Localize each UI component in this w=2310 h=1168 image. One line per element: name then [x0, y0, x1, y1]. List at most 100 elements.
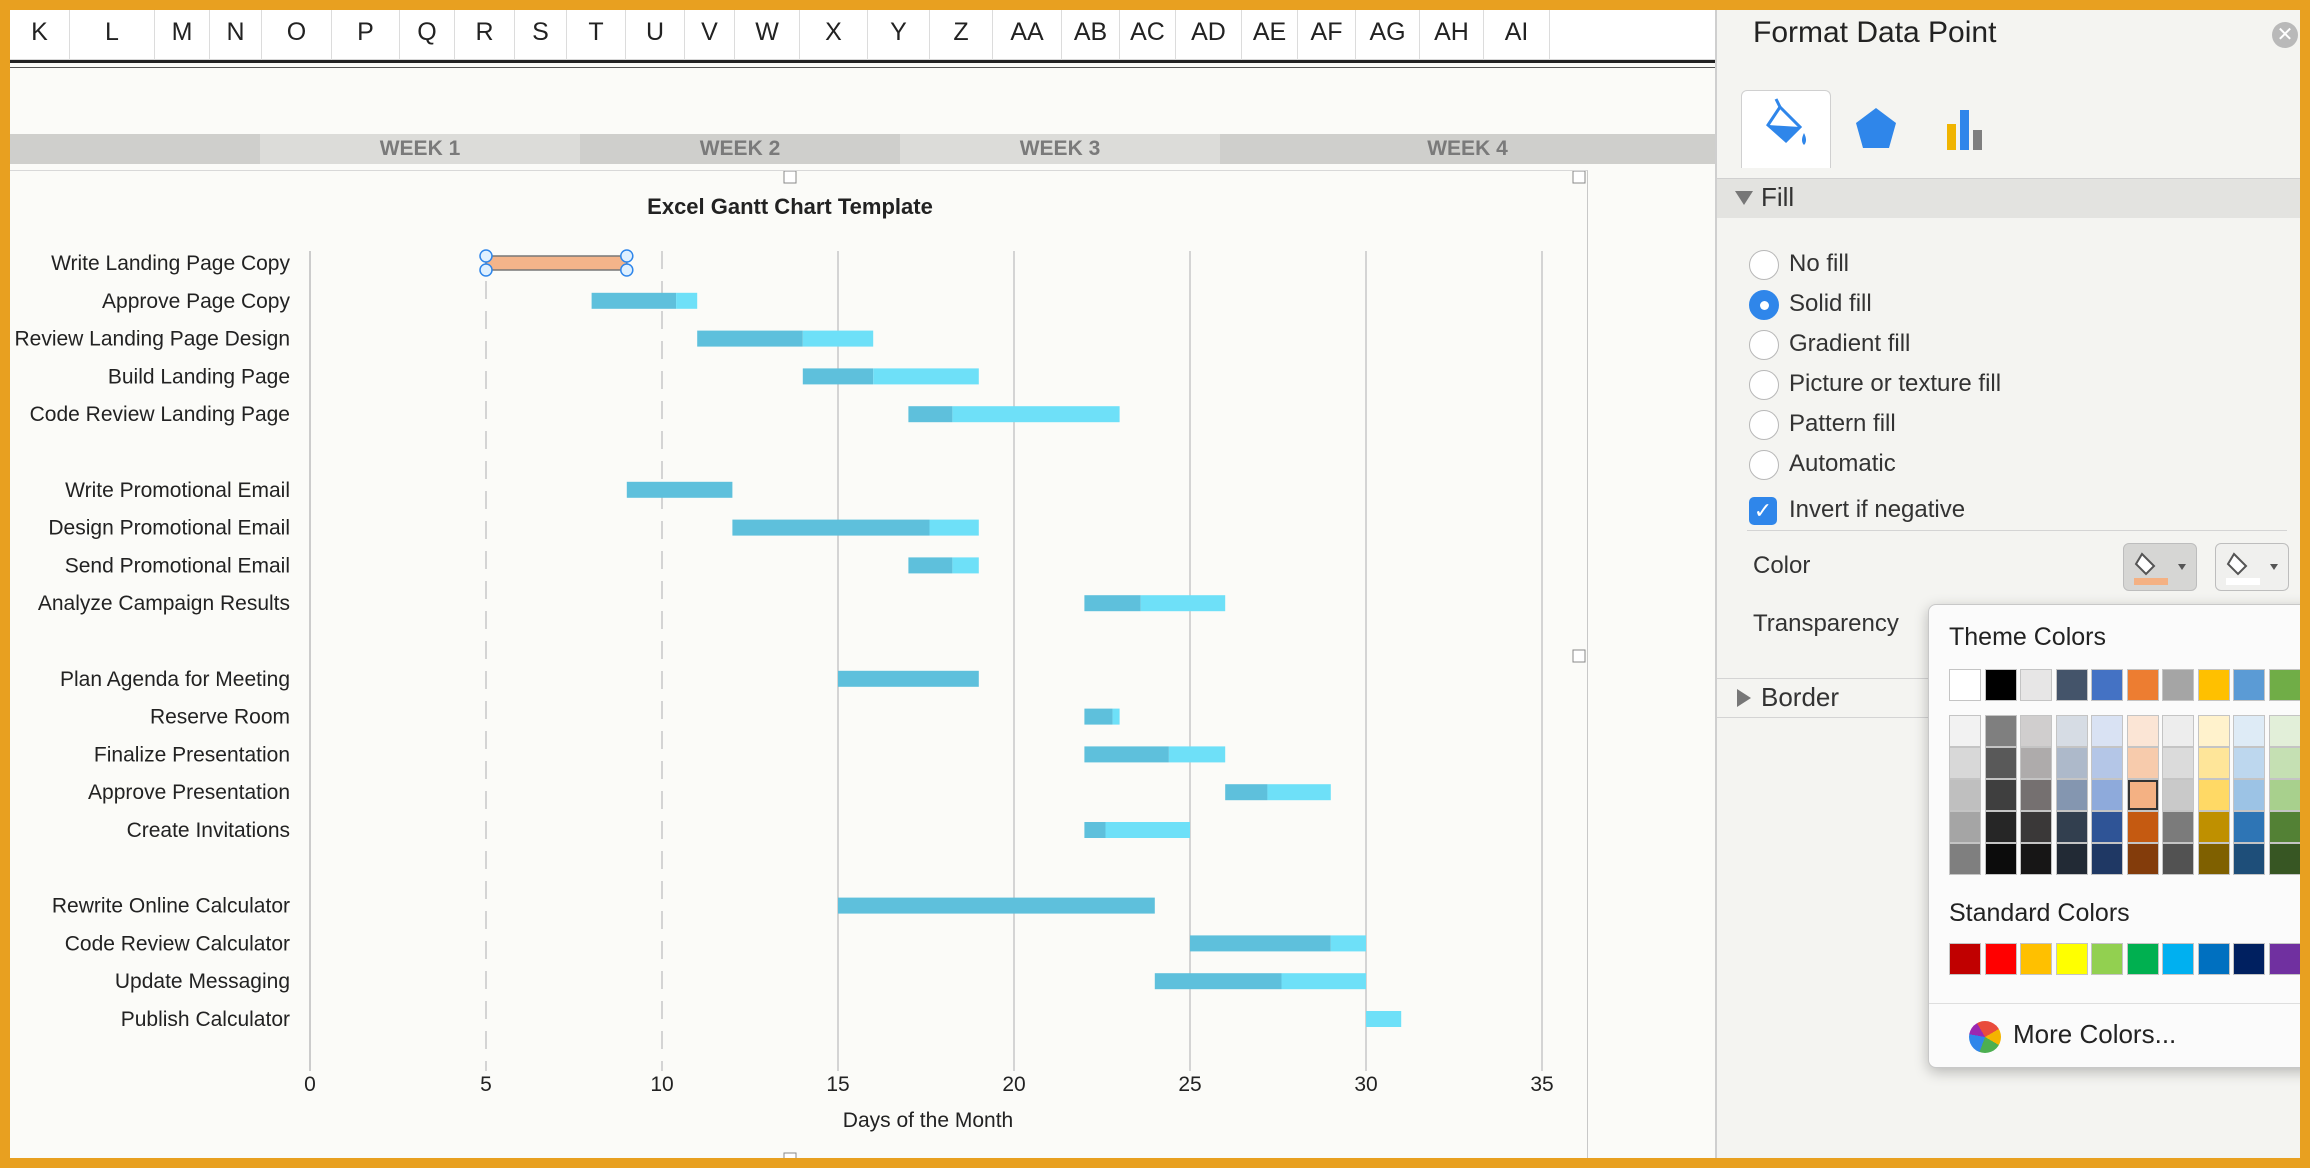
theme-color-swatch[interactable] [2126, 669, 2159, 701]
column-header-ac[interactable]: AC [1120, 10, 1176, 60]
theme-shade-swatch[interactable] [2091, 779, 2123, 811]
standard-color-swatch[interactable] [2268, 943, 2300, 975]
column-header-ah[interactable]: AH [1420, 10, 1484, 60]
theme-shade-swatch[interactable] [2055, 811, 2088, 843]
theme-shade-swatch[interactable] [2091, 715, 2123, 747]
column-header-w[interactable]: W [735, 10, 800, 60]
theme-shade-swatch[interactable] [2162, 779, 2194, 811]
theme-shade-swatch[interactable] [2197, 747, 2230, 779]
column-header-z[interactable]: Z [930, 10, 993, 60]
theme-color-swatch[interactable] [2055, 669, 2088, 701]
theme-shade-swatch[interactable] [1984, 747, 2017, 779]
theme-shade-swatch[interactable] [1984, 843, 2017, 875]
theme-shade-swatch[interactable] [2268, 779, 2300, 811]
theme-shade-swatch[interactable] [1949, 715, 1981, 747]
theme-shade-swatch[interactable] [2197, 779, 2230, 811]
theme-shade-swatch[interactable] [2055, 715, 2088, 747]
task-bar-done[interactable] [697, 330, 803, 347]
radio-button[interactable] [1749, 330, 1779, 360]
standard-color-swatch[interactable] [1984, 943, 2017, 975]
tab-fill-line[interactable] [1741, 90, 1831, 168]
theme-shade-swatch[interactable] [2126, 747, 2159, 779]
resize-handle[interactable] [1572, 649, 1586, 663]
column-header-q[interactable]: Q [400, 10, 455, 60]
column-header-u[interactable]: U [626, 10, 685, 60]
theme-shade-swatch[interactable] [2091, 811, 2123, 843]
column-header-t[interactable]: T [567, 10, 626, 60]
task-bar-remaining[interactable] [1267, 784, 1331, 801]
column-header-o[interactable]: O [262, 10, 332, 60]
resize-handle[interactable] [783, 171, 797, 184]
column-header-ae[interactable]: AE [1242, 10, 1298, 60]
task-bar-done[interactable] [1084, 822, 1106, 838]
task-bar-done[interactable] [1225, 784, 1268, 801]
task-bar-done[interactable] [802, 368, 874, 385]
tab-series-options[interactable] [1923, 90, 2013, 168]
task-bar-remaining[interactable] [952, 557, 979, 574]
task-bar-remaining[interactable] [1112, 708, 1120, 725]
task-bar-done[interactable] [626, 481, 733, 498]
task-bar-done[interactable] [1084, 595, 1141, 612]
task-bar-done[interactable] [1190, 935, 1331, 952]
theme-shade-swatch[interactable] [2055, 843, 2088, 875]
column-header-af[interactable]: AF [1298, 10, 1356, 60]
theme-shade-swatch[interactable] [1984, 779, 2017, 811]
standard-color-swatch[interactable] [2126, 943, 2159, 975]
theme-color-swatch[interactable] [2162, 669, 2194, 701]
resize-handle[interactable] [1572, 171, 1586, 184]
theme-shade-swatch[interactable] [2091, 747, 2123, 779]
task-bar-done[interactable] [838, 897, 1155, 914]
task-bar-remaining[interactable] [929, 519, 979, 536]
theme-shade-swatch[interactable] [2197, 811, 2230, 843]
theme-shade-swatch[interactable] [2126, 811, 2159, 843]
column-header-n[interactable]: N [210, 10, 262, 60]
task-bar-done[interactable] [1084, 746, 1169, 763]
chart-area[interactable]: Excel Gantt Chart Template 0 5 10 15 20 25 30 35… [10, 170, 1588, 1158]
gantt-chart[interactable]: Excel Gantt Chart Template 0 5 10 15 20 25 30 35… [10, 171, 1588, 1158]
standard-color-swatch[interactable] [2055, 943, 2088, 975]
task-bar-remaining[interactable] [1330, 935, 1366, 952]
task-bar-remaining[interactable] [1281, 973, 1366, 990]
column-header-ab[interactable]: AB [1062, 10, 1120, 60]
chart-title[interactable]: Excel Gantt Chart Template [647, 194, 933, 219]
task-bar-done[interactable] [908, 557, 953, 574]
task-bar-done[interactable] [1084, 708, 1113, 725]
theme-shade-swatch[interactable] [1949, 779, 1981, 811]
theme-shade-swatch[interactable] [2233, 715, 2265, 747]
theme-shade-swatch[interactable] [2055, 747, 2088, 779]
standard-color-swatch[interactable] [2162, 943, 2194, 975]
radio-button[interactable] [1749, 410, 1779, 440]
standard-color-swatch[interactable] [2020, 943, 2052, 975]
theme-shade-swatch[interactable] [1949, 747, 1981, 779]
selection-handle[interactable] [620, 263, 634, 277]
task-bar-remaining[interactable] [802, 330, 874, 347]
radio-button[interactable] [1749, 370, 1779, 400]
task-bar-done[interactable] [732, 519, 930, 536]
fill-color-button[interactable] [2123, 543, 2197, 591]
gradient-color-button[interactable] [2215, 543, 2289, 591]
task-bar-done[interactable] [908, 406, 953, 423]
close-icon[interactable]: ✕ [2272, 22, 2298, 48]
tab-effects[interactable] [1831, 90, 1921, 168]
column-header-l[interactable]: L [70, 10, 155, 60]
task-bar-remaining[interactable] [1105, 822, 1190, 838]
theme-shade-swatch[interactable] [2162, 715, 2194, 747]
theme-shade-swatch[interactable] [2268, 747, 2300, 779]
column-header-x[interactable]: X [800, 10, 868, 60]
standard-color-swatch[interactable] [2091, 943, 2123, 975]
theme-shade-swatch[interactable] [2020, 747, 2052, 779]
theme-shade-swatch[interactable] [2020, 811, 2052, 843]
task-bar-remaining[interactable] [1366, 1011, 1402, 1027]
theme-shade-swatch[interactable] [2233, 747, 2265, 779]
x-axis-title[interactable]: Days of the Month [843, 1109, 1013, 1132]
task-bar-remaining[interactable] [952, 406, 1120, 423]
sheet-cells[interactable] [1590, 170, 1715, 1158]
standard-color-swatch[interactable] [2197, 943, 2230, 975]
theme-shade-swatch[interactable] [2055, 779, 2088, 811]
column-header-s[interactable]: S [515, 10, 567, 60]
theme-shade-swatch[interactable] [2162, 843, 2194, 875]
radio-button[interactable] [1749, 250, 1779, 280]
task-bar-done[interactable] [1154, 973, 1282, 990]
theme-shade-swatch[interactable] [2197, 843, 2230, 875]
standard-color-swatch[interactable] [2233, 943, 2265, 975]
